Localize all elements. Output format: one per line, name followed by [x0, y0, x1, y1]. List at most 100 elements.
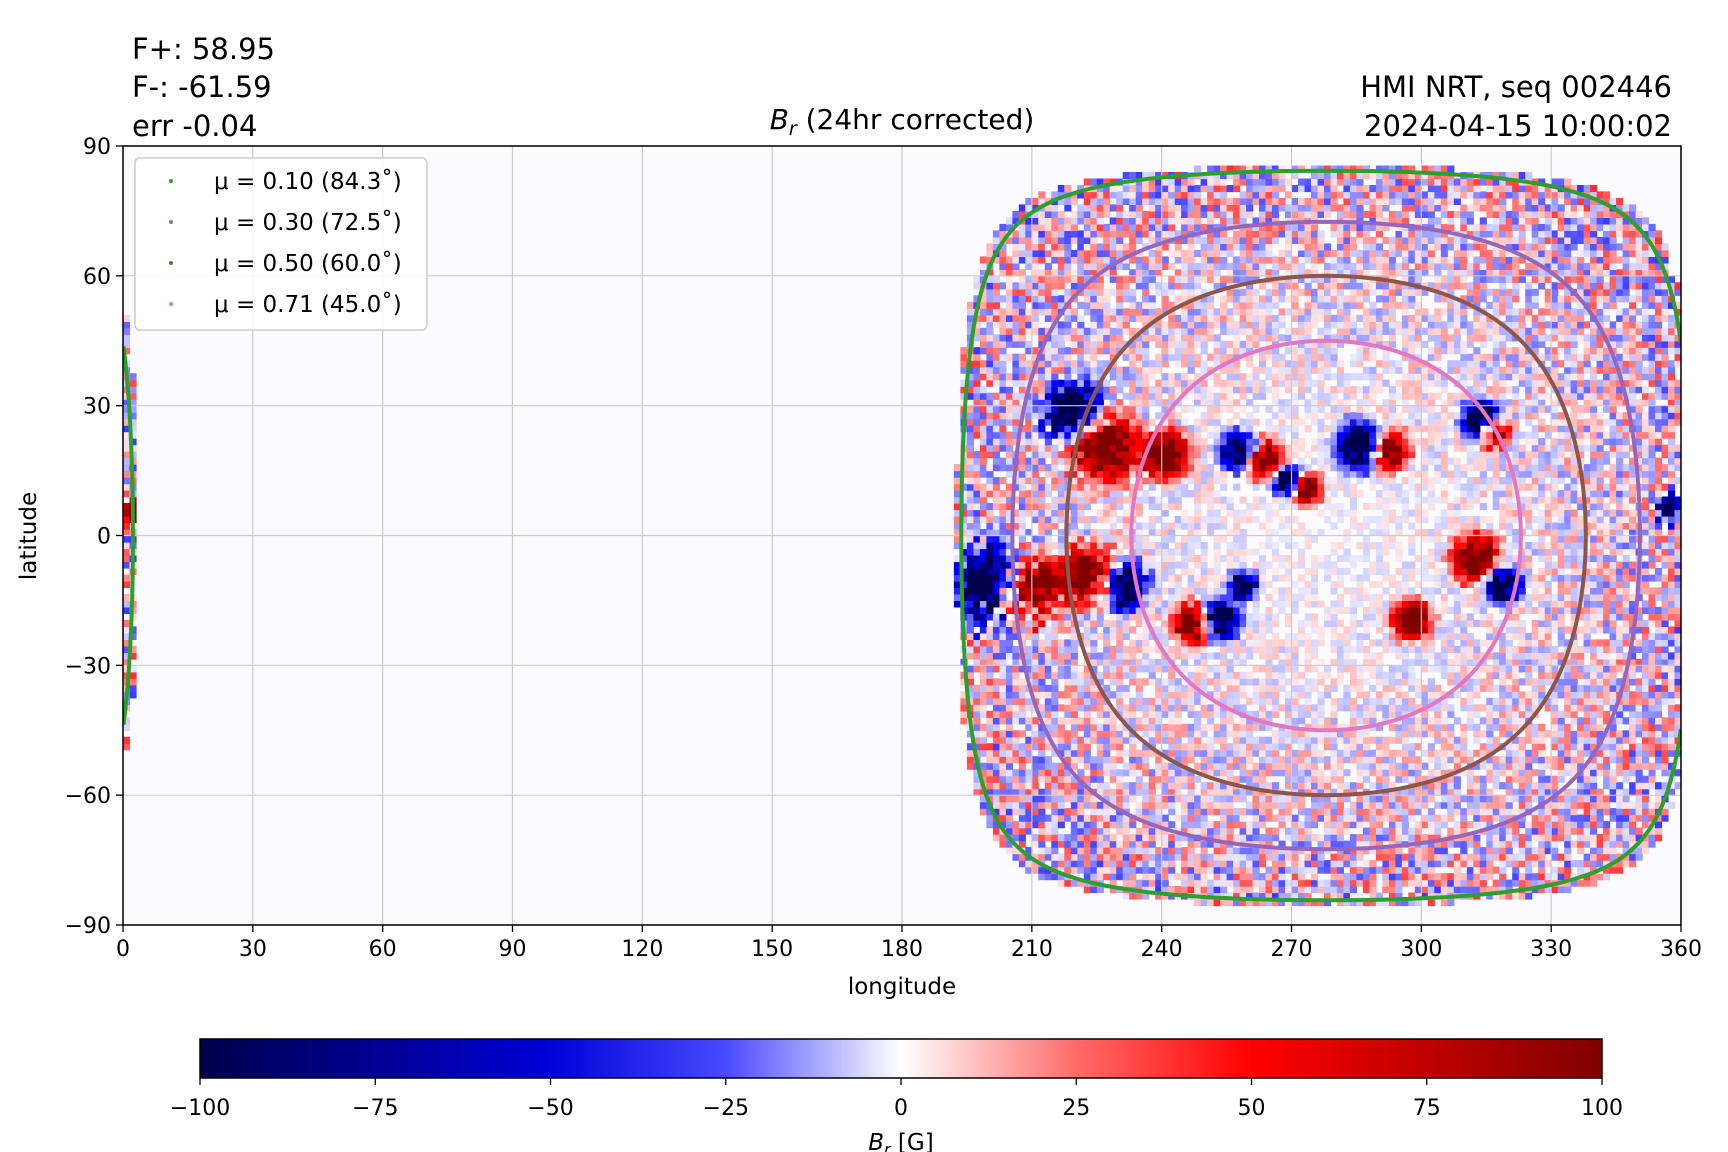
field-pixel: [1044, 710, 1052, 718]
field-pixel: [1557, 769, 1565, 777]
field-pixel: [1168, 710, 1176, 718]
field-pixel: [992, 723, 1000, 731]
field-pixel: [1116, 645, 1124, 653]
field-pixel: [1369, 665, 1377, 673]
field-pixel: [1051, 574, 1059, 582]
field-pixel: [1038, 736, 1046, 744]
field-pixel: [1648, 652, 1656, 660]
field-pixel: [1220, 749, 1228, 757]
field-pixel: [1596, 652, 1604, 660]
field-pixel: [1577, 652, 1585, 660]
field-pixel: [1077, 684, 1085, 692]
field-pixel: [1460, 730, 1468, 738]
field-pixel: [1648, 827, 1656, 835]
field-pixel: [992, 808, 1000, 816]
field-pixel: [1356, 866, 1364, 874]
field-pixel: [1129, 593, 1137, 601]
field-pixel: [1330, 626, 1338, 634]
field-pixel: [1479, 782, 1487, 790]
field-pixel: [1427, 782, 1435, 790]
field-pixel: [1427, 769, 1435, 777]
field-pixel: [1505, 827, 1513, 835]
field-pixel: [1090, 853, 1098, 861]
field-pixel: [1525, 652, 1533, 660]
field-pixel: [1551, 821, 1559, 829]
field-pixel: [1057, 860, 1065, 868]
field-pixel: [1135, 691, 1143, 699]
field-pixel: [1330, 775, 1338, 783]
field-pixel: [1505, 593, 1513, 601]
field-pixel: [1304, 899, 1312, 907]
field-pixel: [1655, 691, 1663, 699]
field-pixel: [1551, 619, 1559, 627]
field-pixel: [1590, 879, 1598, 887]
field-pixel: [1499, 697, 1507, 705]
field-pixel: [1083, 639, 1091, 647]
field-pixel: [1414, 892, 1422, 900]
field-pixel: [1479, 814, 1487, 822]
field-pixel: [1122, 801, 1130, 809]
field-pixel: [1012, 632, 1020, 640]
field-pixel: [1291, 814, 1299, 822]
field-pixel: [1239, 749, 1247, 757]
field-pixel: [1272, 684, 1280, 692]
field-pixel: [1031, 730, 1039, 738]
field-pixel: [1356, 717, 1364, 725]
field-pixel: [1220, 730, 1228, 738]
field-pixel: [1122, 568, 1130, 576]
field-pixel: [973, 658, 981, 666]
field-pixel: [1577, 834, 1585, 842]
field-pixel: [1460, 665, 1468, 673]
field-pixel: [1447, 580, 1455, 588]
field-pixel: [1304, 736, 1312, 744]
field-pixel: [973, 782, 981, 790]
field-pixel: [1083, 691, 1091, 699]
field-pixel: [1168, 736, 1176, 744]
field-pixel: [1246, 548, 1254, 556]
field-pixel: [1233, 678, 1241, 686]
field-pixel: [1031, 678, 1039, 686]
field-pixel: [1499, 827, 1507, 835]
field-pixel: [1557, 574, 1565, 582]
field-pixel: [1057, 866, 1065, 874]
field-pixel: [1044, 723, 1052, 731]
field-pixel: [1285, 613, 1293, 621]
field-pixel: [1109, 632, 1117, 640]
field-pixel: [1453, 788, 1461, 796]
field-pixel: [1103, 561, 1111, 569]
field-pixel: [1213, 827, 1221, 835]
field-pixel: [1414, 886, 1422, 894]
field-pixel: [1090, 639, 1098, 647]
field-pixel: [1330, 568, 1338, 576]
field-pixel: [1324, 730, 1332, 738]
field-pixel: [1311, 619, 1319, 627]
field-pixel: [1207, 743, 1215, 751]
field-pixel: [1005, 795, 1013, 803]
field-pixel: [1194, 743, 1202, 751]
field-pixel: [1512, 827, 1520, 835]
field-pixel: [1518, 665, 1526, 673]
field-pixel: [1408, 613, 1416, 621]
field-pixel: [1408, 834, 1416, 842]
field-pixel: [1460, 652, 1468, 660]
field-pixel: [1401, 762, 1409, 770]
field-pixel: [1291, 736, 1299, 744]
field-pixel: [1129, 587, 1137, 595]
field-pixel: [1499, 879, 1507, 887]
field-pixel: [1161, 749, 1169, 757]
field-pixel: [1349, 587, 1357, 595]
field-pixel: [1460, 574, 1468, 582]
field-pixel: [1278, 866, 1286, 874]
field-pixel: [1070, 600, 1078, 608]
field-pixel: [1168, 684, 1176, 692]
field-pixel: [1044, 684, 1052, 692]
field-pixel: [1311, 743, 1319, 751]
field-pixel: [1388, 847, 1396, 855]
field-pixel: [1421, 710, 1429, 718]
field-pixel: [1044, 821, 1052, 829]
field-pixel: [1057, 587, 1065, 595]
field-pixel: [1473, 574, 1481, 582]
field-pixel: [1298, 632, 1306, 640]
field-pixel: [1142, 879, 1150, 887]
field-pixel: [1018, 684, 1026, 692]
